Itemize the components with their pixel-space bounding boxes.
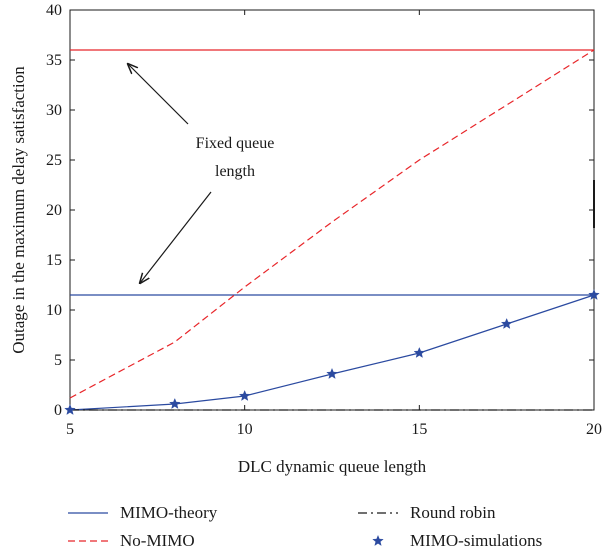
y-tick-label: 30 bbox=[46, 102, 62, 119]
axes-frame bbox=[69, 9, 595, 411]
data-point-star bbox=[64, 403, 76, 415]
x-tick-label: 5 bbox=[66, 421, 74, 438]
series-lines bbox=[69, 49, 595, 411]
data-point-star bbox=[238, 389, 251, 401]
data-point-star bbox=[413, 346, 426, 358]
x-tick-label: 15 bbox=[411, 421, 427, 438]
legend-label: MIMO-theory bbox=[120, 503, 218, 522]
y-tick-label: 20 bbox=[46, 202, 62, 219]
y-tick-label: 40 bbox=[46, 2, 62, 19]
data-point-star bbox=[500, 317, 513, 329]
y-tick-label: 25 bbox=[46, 152, 62, 169]
annotation-line-1: Fixed queue bbox=[196, 135, 275, 152]
y-axis-label: Outage in the maximum delay satisfaction bbox=[9, 66, 28, 354]
y-tick-label: 35 bbox=[46, 52, 62, 69]
annotation-arrow-upper bbox=[128, 64, 189, 125]
data-point-star bbox=[588, 288, 600, 300]
annotation: Fixed queue length bbox=[128, 64, 274, 283]
annotation-arrow-lower bbox=[140, 191, 212, 283]
y-tick-label: 0 bbox=[54, 402, 62, 419]
series-line bbox=[69, 49, 595, 399]
data-point-star bbox=[169, 397, 181, 409]
series-line bbox=[69, 294, 595, 411]
annotation-line-2: length bbox=[215, 163, 255, 180]
x-tick-label: 20 bbox=[586, 421, 602, 438]
data-point-star bbox=[326, 367, 338, 379]
legend-swatch bbox=[372, 534, 384, 546]
y-tick-label: 10 bbox=[46, 302, 62, 319]
reference-lines bbox=[70, 49, 594, 296]
y-tick-label: 15 bbox=[46, 252, 62, 269]
y-tick-label: 5 bbox=[54, 352, 62, 369]
legend-label: No-MIMO bbox=[120, 531, 195, 550]
legend-label: MIMO-simulations bbox=[410, 531, 542, 550]
legend-label: Round robin bbox=[410, 503, 496, 522]
x-axis-label: DLC dynamic queue length bbox=[238, 457, 427, 476]
x-tick-label: 10 bbox=[237, 421, 253, 438]
markers bbox=[64, 288, 600, 415]
legend: MIMO-theory Round robin No-MIMO MIMO-simula… bbox=[68, 503, 542, 550]
